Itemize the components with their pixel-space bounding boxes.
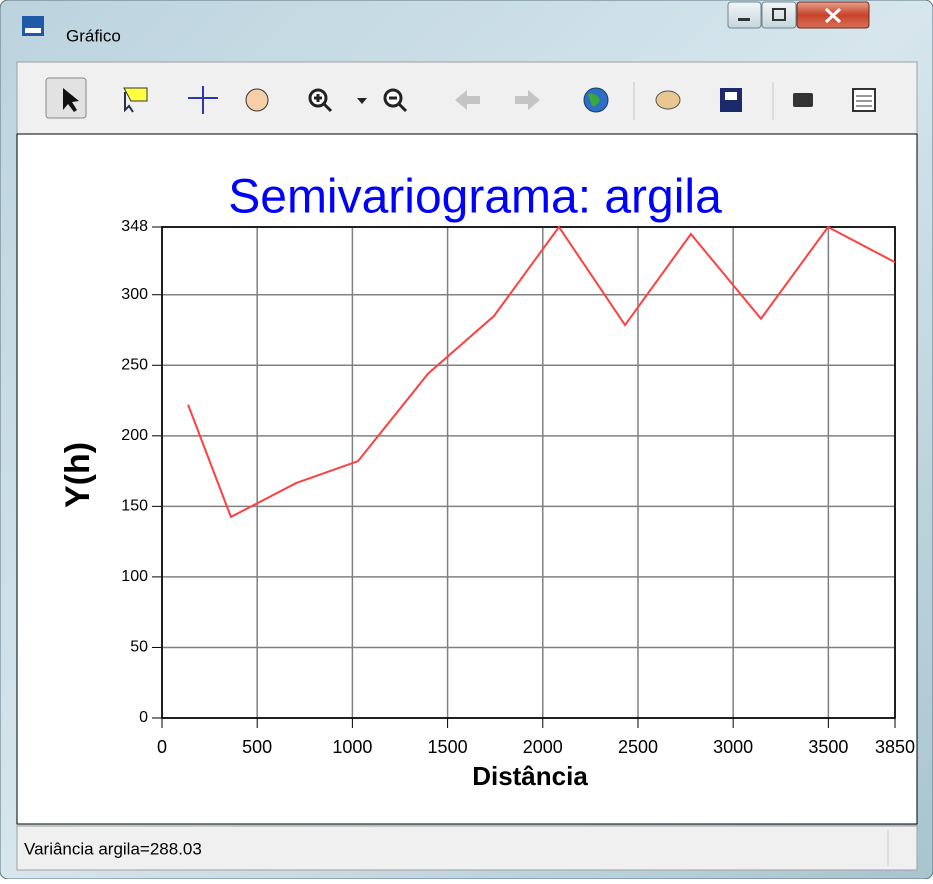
close-icon [824,7,842,24]
status-bar [16,825,918,871]
minimize-button[interactable] [727,1,762,29]
x-tick-label: 0 [157,737,167,757]
properties-tool[interactable] [852,88,876,112]
toolbar-separator [633,82,774,120]
plot-frame [161,226,896,719]
x-tick-label: 1000 [332,737,372,757]
y-tick-label: 300 [121,286,148,303]
globe-icon [588,93,600,107]
x-axis-label: Distância [472,761,588,791]
back-tool[interactable] [455,90,480,110]
y-tick-label: 150 [121,498,148,515]
crosshair-tool[interactable] [188,86,218,114]
save-icon [725,92,737,100]
minimize-icon [738,18,750,21]
properties-icon [856,95,872,107]
x-tick-label: 500 [242,737,272,757]
select-area-icon [124,92,134,113]
chart-title: Semivariograma: argila [228,171,722,224]
zoom-dropdown[interactable] [357,98,367,104]
status-text: Variância argila=288.03 [24,839,202,858]
app-icon-detail [25,28,41,33]
y-tick-label: 50 [130,639,148,656]
y-tick-label: 100 [121,568,148,585]
y-tick-label: 348 [121,218,148,235]
x-tick-label: 2500 [618,737,658,757]
x-tick-label: 2000 [523,737,563,757]
y-tick-label: 200 [121,427,148,444]
zoom-in-icon [314,94,333,113]
select-area-tool[interactable] [123,87,148,102]
y-tick-label: 0 [139,709,148,726]
camera-tool[interactable] [793,93,813,107]
forward-tool[interactable] [515,90,540,110]
data-line [187,225,896,519]
x-tick-label: 3850 [875,737,915,757]
pan-tool[interactable] [245,88,269,112]
plot-border [161,226,896,719]
y-axis-label: Y(h) [59,442,97,508]
x-tick-label: 3000 [713,737,753,757]
x-tick-label: 3500 [808,737,848,757]
zoom-out-icon [389,96,408,113]
plot: Semivariograma: argila Distância Y(h) 0 5… [59,171,915,791]
window-title: Gráfico [66,26,121,45]
x-tick-label: 1500 [428,737,468,757]
maximize-button[interactable] [761,1,797,29]
maximize-icon [772,8,786,21]
pointer-icon [63,88,79,112]
palette-tool[interactable] [655,90,681,110]
y-tick-label: 250 [121,356,148,373]
